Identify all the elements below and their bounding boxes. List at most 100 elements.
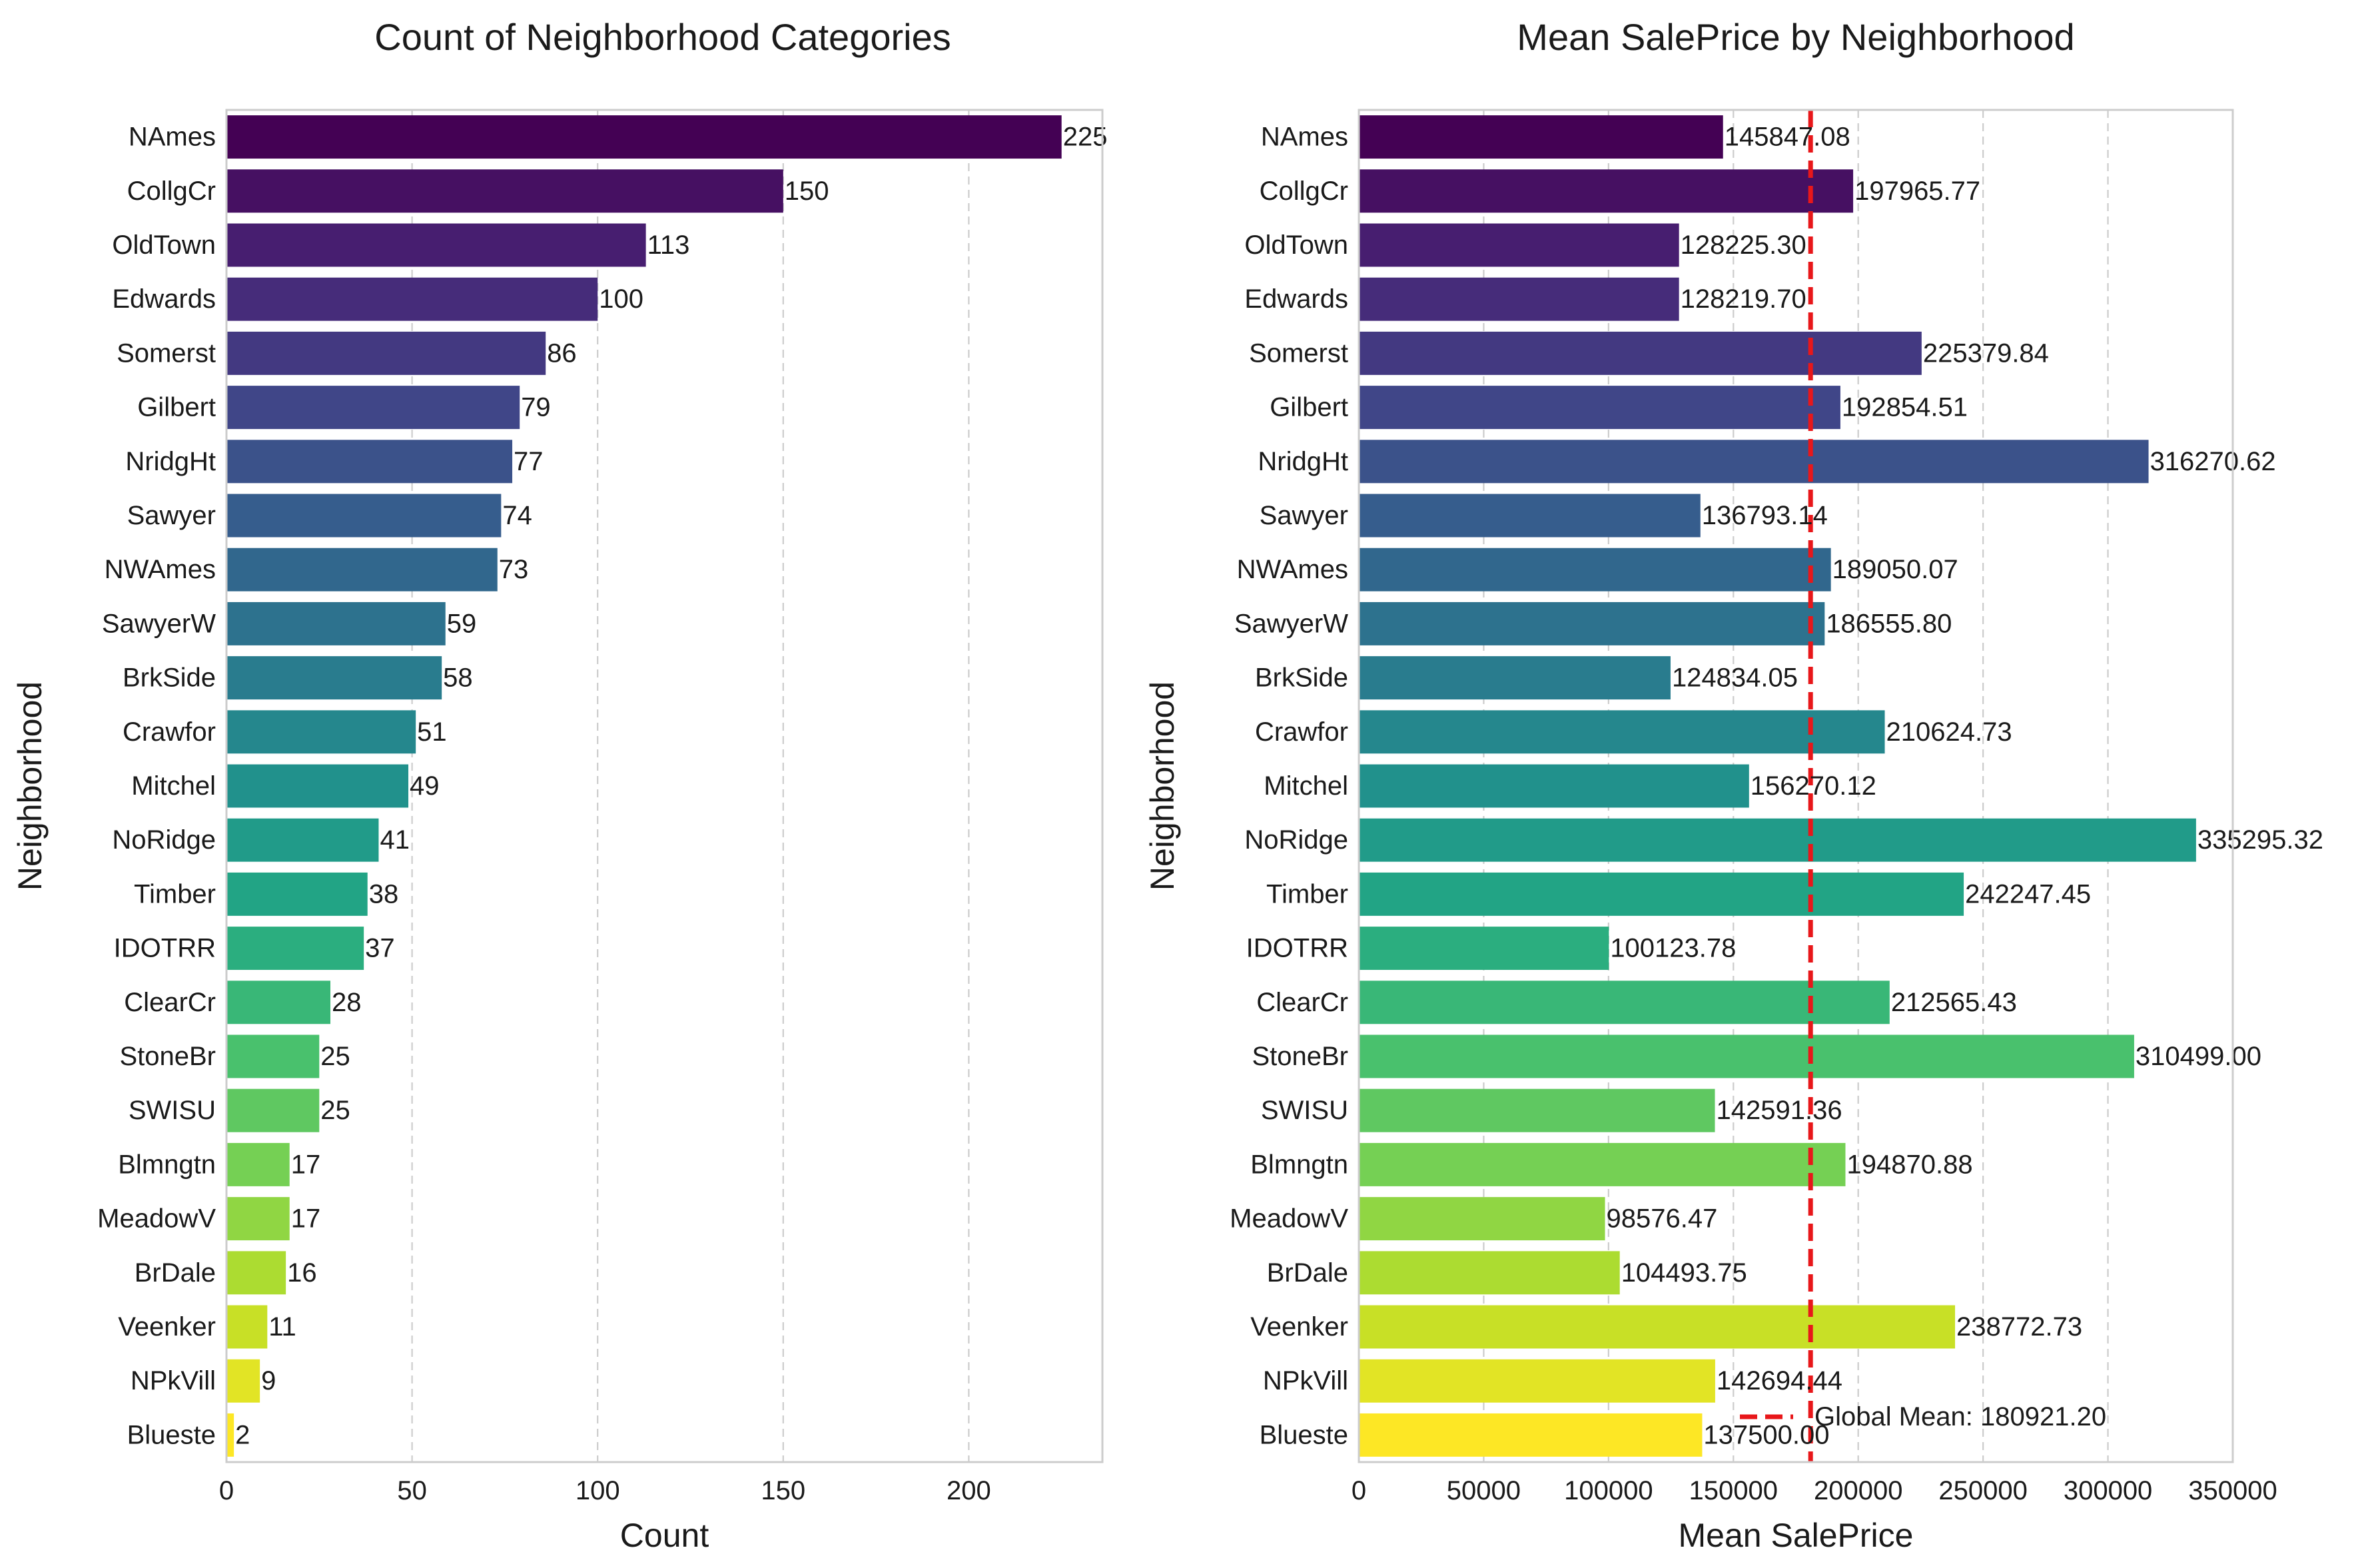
- saleprice-category-label: NAmes: [1261, 123, 1348, 152]
- count-bar-sawyerw: [226, 601, 446, 645]
- saleprice-value-label: 192854.51: [1842, 393, 1968, 422]
- count-value-label: 51: [417, 717, 447, 747]
- saleprice-category-label: Mitchel: [1264, 771, 1348, 801]
- saleprice-bar-names: [1359, 115, 1723, 159]
- count-category-label: IDOTRR: [114, 934, 216, 963]
- count-bar-brdale: [226, 1251, 286, 1295]
- count-bar-swisu: [226, 1088, 320, 1132]
- count-bar-blmngtn: [226, 1142, 290, 1186]
- count-bar-brkside: [226, 656, 442, 700]
- count-category-label: NoRidge: [112, 825, 216, 855]
- saleprice-bar-brdale: [1359, 1251, 1620, 1295]
- count-value-label: 77: [514, 447, 544, 476]
- count-x-tick-label: 150: [761, 1476, 805, 1505]
- count-x-axis-label: Count: [620, 1517, 709, 1554]
- saleprice-category-label: MeadowV: [1230, 1204, 1348, 1234]
- count-chart-title: Count of Neighborhood Categories: [374, 16, 951, 58]
- saleprice-category-label: SawyerW: [1234, 609, 1348, 638]
- saleprice-value-label: 156270.12: [1751, 771, 1876, 801]
- count-category-label: StoneBr: [119, 1042, 216, 1071]
- saleprice-bar-npkvill: [1359, 1359, 1715, 1403]
- count-category-label: MeadowV: [97, 1204, 216, 1234]
- saleprice-category-label: IDOTRR: [1246, 934, 1348, 963]
- saleprice-bar-sawyerw: [1359, 601, 1825, 645]
- count-bar-gilbert: [226, 386, 520, 430]
- saleprice-x-tick-label: 100000: [1564, 1476, 1653, 1505]
- count-chart-panel: 2251501131008679777473595851494138372825…: [11, 16, 1107, 1554]
- count-category-label: Blueste: [127, 1420, 216, 1449]
- saleprice-category-label: Timber: [1266, 879, 1348, 909]
- saleprice-value-label: 197965.77: [1854, 177, 1980, 206]
- saleprice-x-axis-label: Mean SalePrice: [1679, 1517, 1914, 1554]
- count-category-label: BrkSide: [123, 663, 216, 693]
- count-category-label: OldTown: [112, 230, 216, 260]
- count-bar-collgcr: [226, 169, 783, 213]
- count-bar-sawyer: [226, 494, 502, 538]
- count-bar-crawfor: [226, 710, 416, 754]
- saleprice-value-label: 142694.44: [1717, 1366, 1842, 1395]
- saleprice-bar-mitchel: [1359, 764, 1749, 808]
- saleprice-category-label: CollgCr: [1260, 177, 1348, 206]
- count-bar-timber: [226, 872, 368, 916]
- count-bar-mitchel: [226, 764, 409, 808]
- saleprice-y-axis-label: Neighborhood: [1144, 681, 1181, 891]
- count-category-label: NAmes: [129, 123, 216, 152]
- saleprice-category-label: StoneBr: [1252, 1042, 1348, 1071]
- count-value-label: 49: [410, 771, 440, 801]
- saleprice-bar-nridght: [1359, 440, 2149, 484]
- count-value-label: 25: [320, 1042, 350, 1071]
- saleprice-category-label: BrDale: [1267, 1258, 1348, 1288]
- count-value-label: 86: [547, 338, 577, 368]
- saleprice-value-label: 335295.32: [2197, 825, 2323, 855]
- saleprice-value-label: 238772.73: [1956, 1312, 2082, 1342]
- saleprice-value-label: 128225.30: [1681, 230, 1806, 260]
- count-category-label: Edwards: [112, 284, 216, 314]
- count-category-label: ClearCr: [124, 988, 216, 1017]
- saleprice-value-label: 145847.08: [1725, 123, 1850, 152]
- count-value-label: 17: [291, 1150, 321, 1179]
- saleprice-category-label: Veenker: [1250, 1312, 1348, 1342]
- saleprice-x-tick-label: 150000: [1689, 1476, 1778, 1505]
- count-x-tick-label: 100: [576, 1476, 620, 1505]
- count-value-label: 28: [332, 988, 362, 1017]
- count-category-label: Mitchel: [131, 771, 216, 801]
- saleprice-value-label: 210624.73: [1886, 717, 2012, 747]
- count-value-label: 17: [291, 1204, 321, 1234]
- saleprice-category-label: NoRidge: [1244, 825, 1348, 855]
- saleprice-bar-blmngtn: [1359, 1142, 1846, 1186]
- count-category-label: SWISU: [129, 1096, 216, 1125]
- count-value-label: 25: [320, 1096, 350, 1125]
- count-axes-frame: [225, 109, 1104, 1463]
- saleprice-x-tick-label: 0: [1352, 1476, 1366, 1505]
- saleprice-value-label: 189050.07: [1832, 555, 1958, 584]
- count-category-label: NWAmes: [105, 555, 216, 584]
- saleprice-x-tick-label: 50000: [1447, 1476, 1521, 1505]
- saleprice-category-label: Edwards: [1244, 284, 1348, 314]
- count-bar-blueste: [226, 1413, 234, 1457]
- count-bar-noridge: [226, 818, 379, 862]
- count-bar-oldtown: [226, 223, 646, 267]
- count-value-label: 73: [499, 555, 529, 584]
- count-bar-nwames: [226, 548, 498, 591]
- count-x-tick-label: 50: [397, 1476, 427, 1505]
- count-value-label: 225: [1063, 123, 1108, 152]
- count-category-label: CollgCr: [127, 177, 216, 206]
- count-bar-meadowv: [226, 1197, 290, 1241]
- count-value-label: 113: [647, 230, 690, 260]
- count-category-label: Sawyer: [127, 501, 216, 530]
- count-category-label: Crawfor: [123, 717, 216, 747]
- saleprice-bar-veenker: [1359, 1305, 1956, 1349]
- saleprice-axes-frame: [1358, 109, 2234, 1463]
- saleprice-category-label: NPkVill: [1263, 1366, 1348, 1395]
- count-value-label: 41: [380, 825, 410, 855]
- saleprice-category-label: SWISU: [1261, 1096, 1348, 1125]
- count-value-label: 11: [268, 1312, 296, 1342]
- count-category-label: BrDale: [135, 1258, 216, 1288]
- saleprice-bar-oldtown: [1359, 223, 1679, 267]
- saleprice-bar-swisu: [1359, 1088, 1715, 1132]
- saleprice-category-label: Blmngtn: [1250, 1150, 1348, 1179]
- saleprice-category-label: Crawfor: [1255, 717, 1348, 747]
- saleprice-value-label: 142591.36: [1717, 1096, 1842, 1125]
